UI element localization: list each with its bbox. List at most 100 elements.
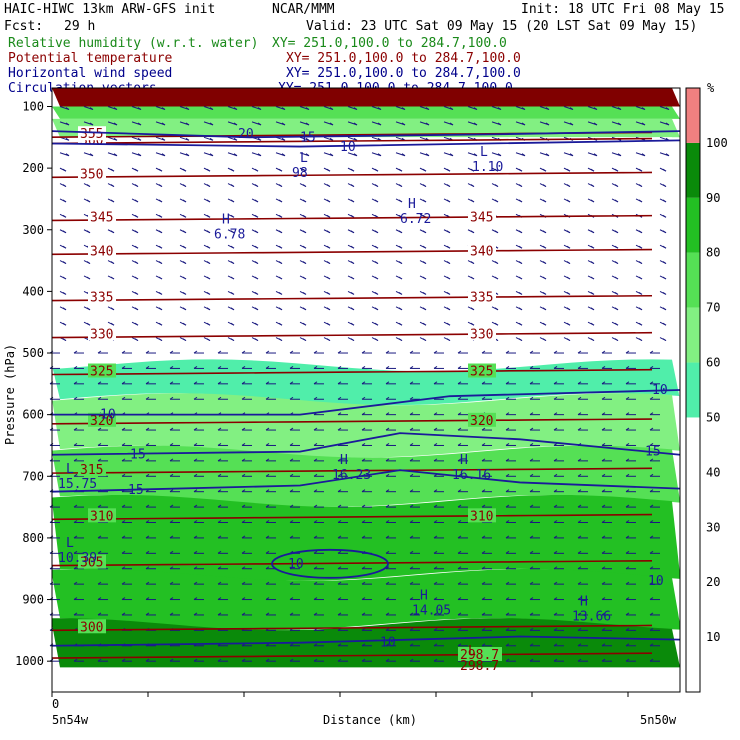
wind-vector-head bbox=[145, 396, 150, 400]
wind-vector-head bbox=[385, 427, 390, 431]
extremum-kind: L bbox=[66, 462, 74, 477]
wind-speed-line bbox=[51, 432, 681, 456]
wind-vector-head bbox=[638, 276, 643, 280]
wind-vector-head bbox=[350, 214, 355, 218]
wind-vector-head bbox=[265, 612, 270, 616]
wind-vector-head bbox=[614, 291, 619, 295]
wind-vector-head bbox=[433, 427, 438, 431]
wind-vector-head bbox=[590, 230, 595, 234]
wind-vector-head bbox=[217, 535, 222, 539]
wind-vector-head bbox=[505, 366, 510, 369]
wind-vector-head bbox=[254, 338, 259, 342]
theta-label-bg bbox=[88, 209, 116, 224]
wind-vector-head bbox=[409, 550, 414, 554]
wind-vector-head bbox=[569, 107, 574, 110]
wind-vector-head bbox=[649, 412, 654, 416]
wind-vector-head bbox=[625, 643, 630, 647]
wind-vector-head bbox=[449, 153, 454, 157]
wind-vector-head bbox=[529, 581, 534, 585]
wind-vector-head bbox=[161, 153, 166, 157]
wind-vector-head bbox=[601, 658, 606, 662]
wind-vector-head bbox=[65, 137, 70, 141]
theta-label-bg bbox=[88, 412, 116, 427]
wind-vector-head bbox=[649, 643, 654, 647]
wind-vector-head bbox=[638, 245, 643, 249]
wind-vector-head bbox=[446, 245, 451, 249]
wind-vector-head bbox=[193, 350, 198, 354]
extremum-value: 6.72 bbox=[400, 212, 431, 227]
theta-line bbox=[51, 171, 653, 179]
wind-vector-head bbox=[641, 107, 646, 110]
wind-vector-head bbox=[302, 276, 307, 280]
wind-vector-head bbox=[145, 658, 150, 662]
wind-vector-head bbox=[193, 520, 198, 523]
wind-vector-head bbox=[113, 107, 118, 110]
wind-vector-head bbox=[470, 184, 475, 187]
extremum-kind: H bbox=[340, 453, 348, 468]
wind-vector-head bbox=[206, 322, 211, 326]
wind-vector-head bbox=[110, 322, 115, 326]
wind-vector-head bbox=[182, 245, 187, 249]
wind-vector-head bbox=[577, 550, 582, 554]
wind-vector-head bbox=[577, 597, 582, 600]
wind-vector-head bbox=[625, 581, 630, 585]
wind-vector-head bbox=[193, 597, 198, 600]
wind-vector-head bbox=[350, 307, 355, 311]
wind-vector-head bbox=[481, 597, 486, 600]
theta-label-bg bbox=[468, 289, 496, 304]
wind-vector-head bbox=[433, 412, 438, 416]
wind-vector-head bbox=[409, 566, 414, 570]
wind-vector-head bbox=[374, 184, 379, 187]
wind-vector-head bbox=[137, 122, 142, 126]
wind-vector-head bbox=[62, 184, 67, 187]
wind-vector-head bbox=[313, 427, 318, 431]
wind-vector-head bbox=[241, 473, 246, 477]
colorbar-tick-label: 100 bbox=[706, 136, 728, 150]
wind-vector-head bbox=[169, 597, 174, 600]
wind-vector-head bbox=[230, 261, 235, 264]
wind-vector-head bbox=[649, 350, 654, 354]
wind-vector-head bbox=[494, 184, 499, 187]
wind-vector-head bbox=[577, 658, 582, 662]
wind-vector-head bbox=[625, 458, 630, 462]
wind-vector-head bbox=[649, 612, 654, 616]
wind-vector-head bbox=[161, 122, 166, 126]
wind-vector-head bbox=[326, 230, 331, 234]
wind-vector-head bbox=[169, 581, 174, 585]
theta-line bbox=[51, 368, 653, 376]
wind-vector-head bbox=[134, 230, 139, 234]
wind-vector-head bbox=[158, 199, 163, 203]
wind-vector-head bbox=[241, 550, 246, 554]
wind-vector-head bbox=[113, 122, 118, 126]
wind-vector-head bbox=[289, 504, 294, 508]
wind-vector-head bbox=[265, 489, 270, 493]
wind-vector-head bbox=[361, 427, 366, 431]
wind-vector-head bbox=[374, 245, 379, 249]
wind-vector-head bbox=[97, 597, 102, 600]
wind-vector-head bbox=[446, 230, 451, 234]
theta-line bbox=[51, 559, 653, 567]
wind-vector-head bbox=[542, 276, 547, 280]
wind-vector-head bbox=[73, 597, 78, 600]
wind-speed-label: 10 bbox=[100, 408, 116, 423]
wind-vector-head bbox=[433, 658, 438, 662]
wind-vector-head bbox=[206, 184, 211, 187]
wind-vector-head bbox=[241, 427, 246, 431]
wind-vector-head bbox=[425, 107, 430, 110]
wind-vector-head bbox=[182, 261, 187, 264]
wind-vector-head bbox=[662, 307, 667, 311]
wind-vector-head bbox=[241, 535, 246, 539]
y-tick-label: 800 bbox=[22, 531, 44, 545]
wind-vector-head bbox=[62, 199, 67, 203]
wind-vector-head bbox=[206, 199, 211, 203]
extremum-kind: L bbox=[468, 644, 476, 659]
wind-vector-head bbox=[313, 520, 318, 523]
wind-vector-head bbox=[481, 489, 486, 493]
wind-vector-head bbox=[377, 122, 382, 126]
wind-vector-head bbox=[134, 307, 139, 311]
wind-vector-head bbox=[625, 504, 630, 508]
wind-vector-head bbox=[121, 366, 126, 369]
wind-vector-head bbox=[590, 168, 595, 172]
wind-speed-line bbox=[52, 389, 681, 416]
wind-vector-head bbox=[361, 381, 366, 385]
